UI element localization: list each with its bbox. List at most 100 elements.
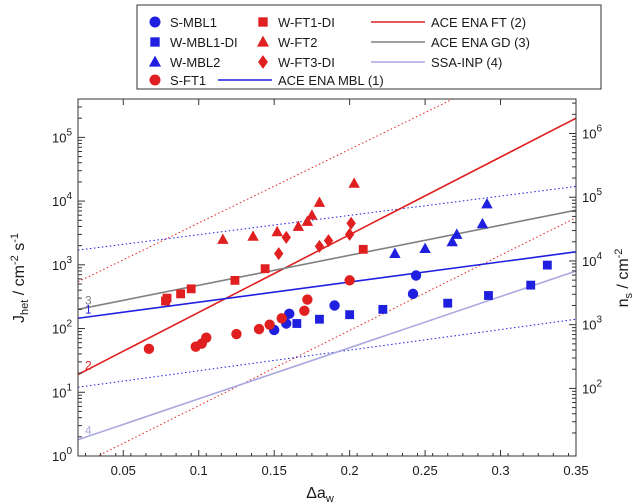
point-0-4 [407,288,419,300]
point-5-6 [313,196,326,207]
point-2-3 [451,228,463,239]
line-label-2: 4 [85,424,92,438]
legend-label-2-0: W-MBL2 [170,55,220,70]
band-line-0-upper [78,99,455,283]
y-left-tick-label-5: 105 [52,127,72,145]
point-3-5 [253,323,265,335]
legend-item-1-0: W-MBL1-DI [150,35,238,50]
point-4-1 [162,293,172,303]
x-tick-label-4: 0.25 [412,463,437,478]
point-5-0 [217,233,229,244]
y-left-tick-label-4: 104 [52,191,72,209]
x-tick-label-3: 0.2 [341,463,359,478]
point-2-1 [419,242,431,253]
point-5-1 [247,230,259,241]
fit-line-0 [78,117,576,376]
point-6-0 [274,247,284,261]
point-5-5 [306,209,318,220]
point-3-3 [201,332,212,343]
point-4-2 [176,289,186,299]
line-labels: 2 3 4 1 [85,293,92,437]
legend-label-2-2: SSA-INP (4) [431,55,502,70]
y-right-tick-label-2: 104 [582,251,602,269]
legend-label-0-1: W-FT1-DI [278,15,335,30]
y-right-tick-label-0: 102 [582,378,602,396]
x-axis-label: Δaw [306,485,334,504]
point-2-2 [446,235,458,247]
point-4-5 [260,264,270,274]
legend-item-2-0: W-MBL2 [148,55,220,70]
legend-label-1-2: ACE ENA GD (3) [431,35,530,50]
legend-item-2-1: W-FT3-DI [258,55,335,70]
fit-line-3 [78,251,576,320]
legend-item-0-1: W-FT1-DI [258,15,335,30]
band-line-0-lower [96,217,576,456]
legend-label-3-1: ACE ENA MBL (1) [278,73,384,88]
legend-label-0-2: ACE ENA FT (2) [431,15,526,30]
legend-box [136,4,602,90]
point-2-0 [389,247,401,259]
line-label-0: 2 [85,359,92,373]
y-left-tick-label-2: 102 [52,319,72,337]
y-right-tick-label-1: 103 [582,315,602,333]
point-6-3 [323,234,334,248]
legend-marker-1-0 [150,37,160,47]
band-line-3-lower [78,318,576,388]
point-5-4 [301,215,314,226]
confidence-bands [78,99,576,456]
legend-item-0-2: ACE ENA FT (2) [371,15,526,30]
legend-item-2-2: SSA-INP (4) [371,55,502,70]
point-0-5 [410,270,422,281]
x-tick-label-1: 0.1 [190,463,208,478]
data-points [143,177,552,355]
point-3-9 [302,294,313,305]
point-2-5 [481,198,493,209]
point-1-1 [315,314,324,324]
x-tick-label-6: 0.35 [563,463,588,478]
point-3-10 [344,275,355,286]
point-3-8 [299,305,310,316]
point-4-6 [358,244,368,254]
point-1-2 [345,310,355,320]
point-0-2 [284,308,295,320]
point-1-7 [542,260,552,270]
legend-marker-0-0 [149,16,161,28]
point-1-3 [378,304,388,314]
legend-item-1-2: ACE ENA GD (3) [371,35,530,50]
x-tick-label-2: 0.15 [262,463,287,478]
fit-line-2 [78,270,576,441]
fit-lines [78,117,576,441]
point-4-4 [230,275,240,285]
legend-marker-2-0 [148,55,162,67]
legend-item-0-0: S-MBL1 [149,15,217,30]
plot-frame [77,98,577,457]
point-3-4 [231,328,242,340]
point-4-3 [186,284,196,294]
point-6-1 [281,230,291,244]
legend-item-1-1: W-FT2 [256,35,317,50]
point-0-3 [329,300,340,311]
line-label-1: 3 [85,293,92,307]
point-6-2 [314,239,325,253]
x-tick-label-5: 0.3 [492,463,510,478]
x-tick-label-0: 0.05 [111,463,136,478]
y-right-tick-label-3: 105 [582,187,602,205]
legend-item-3-0: S-FT1 [149,73,206,88]
point-3-7 [276,313,287,324]
legend-label-1-0: W-MBL1-DI [170,35,238,50]
legend-label-0-0: S-MBL1 [170,15,217,30]
y-left-tick-label-0: 100 [52,446,72,464]
legend: S-MBL1 W-FT1-DI ACE ENA FT (2) W-MBL1-DI W-F… [136,4,602,90]
legend-label-2-1: W-FT3-DI [278,55,335,70]
axes: 0.05 0.1 0.15 0.2 0.25 0.3 0.35 100 101 102 103 104… [52,98,602,478]
legend-marker-1-1 [256,35,270,47]
point-1-5 [484,291,493,300]
y-axis-right-label: ns / cm-2 [613,249,635,308]
point-2-4 [476,217,489,229]
legend-label-1-1: W-FT2 [278,35,317,50]
y-axis-left-label: Jhet / cm-2 s-1 [9,233,31,323]
point-1-4 [443,298,453,308]
y-left-tick-label-3: 103 [52,255,72,273]
point-6-5 [346,216,356,230]
